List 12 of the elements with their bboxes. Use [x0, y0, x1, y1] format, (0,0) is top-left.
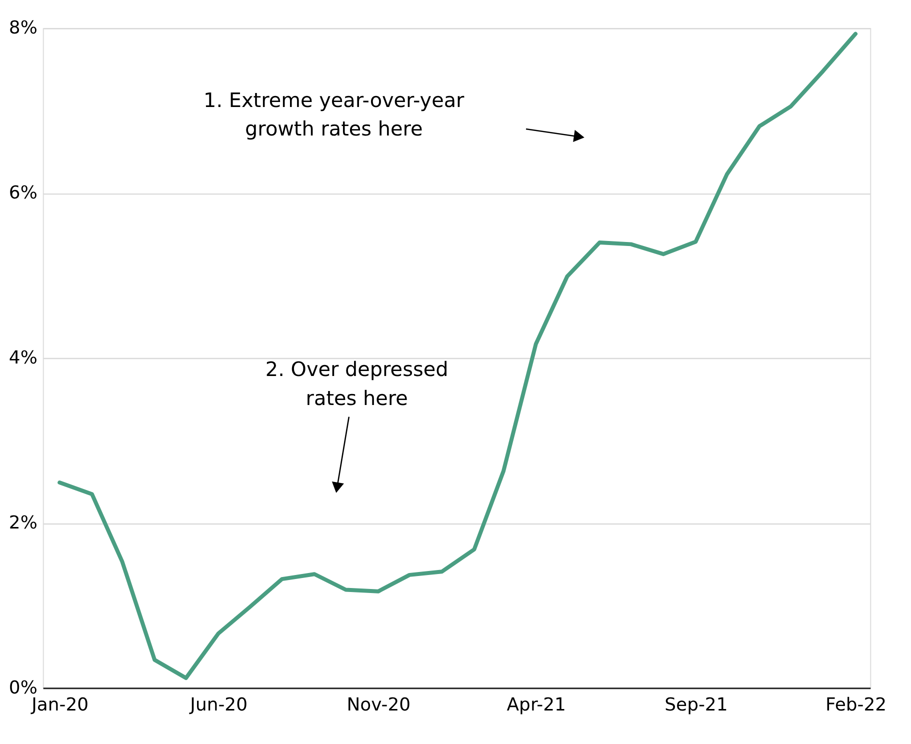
- x-tick-label: Nov-20: [346, 694, 411, 716]
- x-tick-label: Apr-21: [506, 694, 566, 716]
- annotation: 2. Over depressed rates here: [265, 358, 448, 410]
- x-tick-label: Feb-22: [825, 694, 887, 716]
- x-tick-label: Jun-20: [189, 694, 248, 716]
- line-series: [58, 32, 858, 680]
- y-tick-label: 8%: [8, 18, 38, 39]
- x-tick-label: Sep-21: [664, 694, 728, 716]
- y-tick-label: 2%: [8, 512, 38, 534]
- y-tick-label: 6%: [8, 182, 38, 204]
- y-tick-label: 4%: [8, 347, 38, 368]
- annotation: 1. Extreme year-over-year growth rates here: [204, 88, 466, 141]
